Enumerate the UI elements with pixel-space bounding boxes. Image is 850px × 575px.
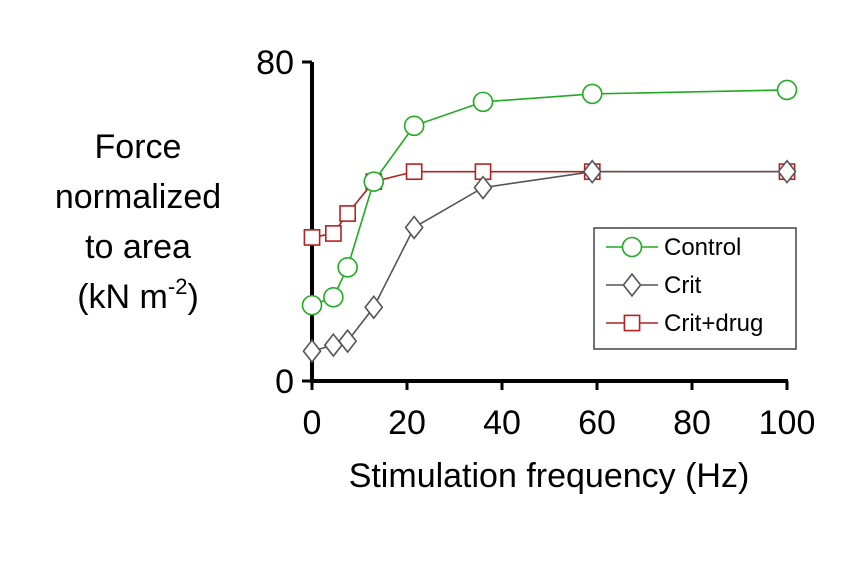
x-tick-label: 20 <box>388 404 426 442</box>
data-point-crit <box>777 159 797 184</box>
y-axis-label-line-2: normalized <box>54 178 222 216</box>
data-point-control <box>403 115 425 137</box>
legend-label-crit: Crit <box>664 272 702 299</box>
x-tick-label: 100 <box>759 404 816 442</box>
data-point-crit <box>473 175 493 200</box>
data-point-control <box>363 171 385 192</box>
x-tick-label: 60 <box>578 404 616 442</box>
data-point-control <box>323 286 344 308</box>
data-point-crit-drug <box>339 205 357 222</box>
data-point-crit-drug <box>324 225 342 242</box>
series-layer <box>301 79 798 364</box>
y-tick-label: 0 <box>275 363 294 401</box>
y-axis-label-line-4: (kN m-2) <box>48 272 228 322</box>
data-point-crit-drug <box>303 229 321 246</box>
y-axis-label-line-1: Force <box>94 128 182 166</box>
data-point-crit <box>338 328 358 354</box>
y-axis-label-unit-suffix: ) <box>187 278 199 316</box>
legend-marker-control <box>621 236 643 258</box>
y-axis-label: Force normalized to area (kN m-2) <box>48 122 228 322</box>
x-tick-label: 80 <box>673 404 711 442</box>
y-axis-label-unit-exponent: -2 <box>167 274 188 299</box>
legend-label-crit-drug: Crit+drug <box>664 310 763 337</box>
legend-label-control: Control <box>664 234 741 261</box>
series-crit <box>302 159 797 364</box>
series-control <box>301 79 798 316</box>
data-point-control <box>301 294 323 316</box>
data-point-control <box>337 257 358 278</box>
legend-marker-crit <box>622 272 642 298</box>
y-axis-label-unit-prefix: (kN m <box>77 278 168 316</box>
data-point-crit <box>302 338 322 364</box>
legend-marker-crit-drug <box>623 314 641 332</box>
data-point-crit <box>323 332 343 358</box>
data-point-crit <box>364 295 384 320</box>
x-axis-label: Stimulation frequency (Hz) <box>349 457 750 495</box>
x-tick-label: 0 <box>303 404 322 442</box>
y-axis-label-line-3: to area <box>85 228 191 266</box>
data-point-control <box>776 79 798 101</box>
data-point-crit <box>404 215 424 240</box>
x-tick-label: 40 <box>483 404 521 442</box>
data-point-crit <box>582 159 602 184</box>
data-point-control <box>472 91 494 113</box>
data-point-crit-drug <box>405 163 423 181</box>
data-point-control <box>581 83 603 105</box>
legend: Control Crit Crit+drug <box>593 227 797 350</box>
y-tick-label: 80 <box>256 44 294 82</box>
axes: 0 20 40 60 80 100 0 80 <box>256 44 815 442</box>
